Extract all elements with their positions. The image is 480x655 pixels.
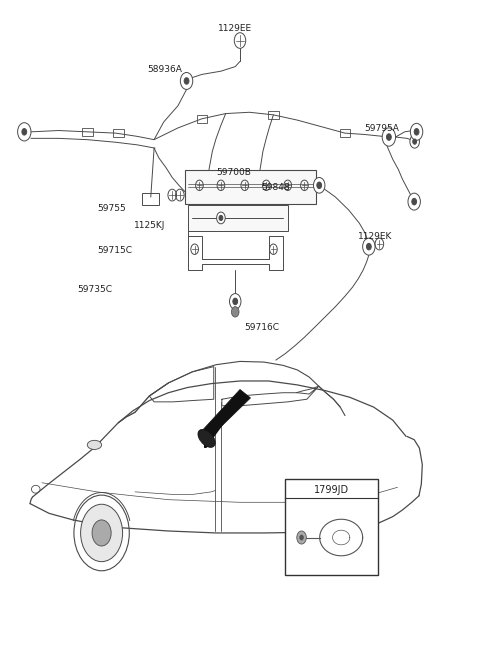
Bar [188,205,288,231]
Circle shape [408,193,420,210]
Circle shape [317,182,322,189]
Circle shape [22,128,27,135]
Text: 1125KJ: 1125KJ [134,221,166,231]
Circle shape [308,520,327,546]
Circle shape [18,122,31,141]
Circle shape [81,504,122,561]
Text: 59700B: 59700B [216,168,251,177]
Circle shape [386,134,391,140]
Circle shape [184,78,189,84]
Circle shape [410,123,423,140]
Circle shape [216,212,225,224]
Circle shape [382,128,396,146]
Circle shape [412,198,417,205]
Circle shape [300,535,303,540]
Circle shape [231,307,239,317]
Text: 59795A: 59795A [364,124,399,133]
Text: 59715C: 59715C [97,246,132,255]
Bar [268,111,279,119]
Bar [82,128,93,136]
Text: 59755: 59755 [97,204,126,214]
Text: 58936A: 58936A [147,66,182,75]
Polygon shape [198,390,251,441]
Circle shape [219,215,223,221]
Circle shape [92,520,111,546]
Circle shape [229,293,241,309]
Bar [185,170,316,204]
Text: 59848: 59848 [262,183,290,193]
Text: 59735C: 59735C [78,285,113,294]
Text: 1129EE: 1129EE [218,24,252,33]
Ellipse shape [198,430,215,447]
Bar [285,479,378,575]
Text: 1799JD: 1799JD [314,485,349,495]
Bar [197,115,207,123]
Circle shape [410,135,420,148]
Ellipse shape [87,440,102,449]
Circle shape [296,504,338,561]
Circle shape [366,244,371,250]
Bar [113,129,123,138]
Circle shape [413,139,417,144]
Circle shape [233,298,238,305]
Bar [142,193,159,205]
Circle shape [297,531,306,544]
Circle shape [414,128,419,135]
Text: 59716C: 59716C [244,323,279,332]
Text: 1129EK: 1129EK [359,232,393,240]
Circle shape [363,238,375,255]
Circle shape [313,178,325,193]
Circle shape [180,73,193,90]
Bar [340,129,350,138]
